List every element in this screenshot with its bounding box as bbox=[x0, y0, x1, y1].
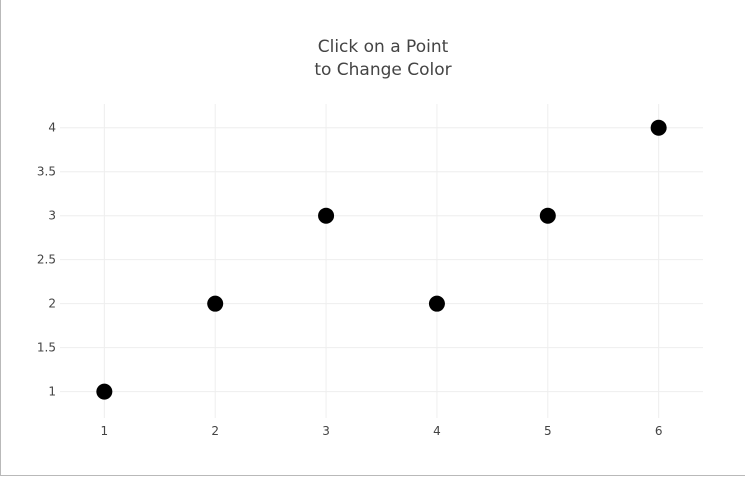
y-tick-label: 3 bbox=[48, 209, 56, 223]
y-tick-label: 1 bbox=[48, 385, 56, 399]
chart-title-line-1: Click on a Point bbox=[318, 37, 449, 57]
y-tick-label: 3.5 bbox=[37, 165, 56, 179]
x-tick-label: 2 bbox=[211, 424, 219, 438]
x-tick-label: 6 bbox=[655, 424, 663, 438]
x-axis-tick-labels: 1 2 3 4 5 6 bbox=[101, 424, 663, 438]
chart-title-line-2: to Change Color bbox=[314, 60, 451, 80]
y-gridlines bbox=[60, 127, 703, 393]
data-point[interactable] bbox=[650, 119, 667, 136]
x-tick-label: 5 bbox=[544, 424, 552, 438]
data-point[interactable] bbox=[428, 295, 445, 312]
x-tick-label: 3 bbox=[322, 424, 330, 438]
data-point[interactable] bbox=[207, 295, 224, 312]
data-point[interactable] bbox=[318, 207, 335, 224]
data-point[interactable] bbox=[96, 383, 113, 400]
y-tick-label: 4 bbox=[48, 121, 56, 135]
x-gridlines bbox=[103, 104, 660, 418]
data-points bbox=[96, 119, 667, 400]
data-point[interactable] bbox=[539, 207, 556, 224]
y-tick-label: 1.5 bbox=[37, 341, 56, 355]
y-tick-label: 2.5 bbox=[37, 253, 56, 267]
y-tick-label: 2 bbox=[48, 297, 56, 311]
y-axis-tick-labels: 1 1.5 2 2.5 3 3.5 4 bbox=[37, 121, 56, 399]
x-tick-label: 4 bbox=[433, 424, 441, 438]
x-tick-label: 1 bbox=[101, 424, 109, 438]
